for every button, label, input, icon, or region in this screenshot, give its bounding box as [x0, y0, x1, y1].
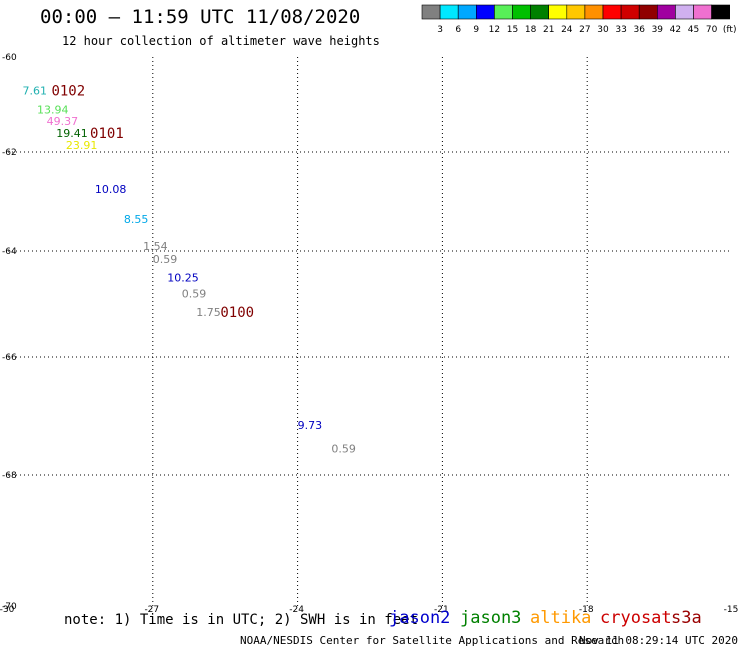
wave-height-point: 7.61: [22, 84, 47, 97]
color-scale-label: 70: [706, 25, 718, 35]
color-scale-label: 6: [455, 25, 461, 35]
y-tick-label: -68: [2, 471, 17, 481]
wave-height-point: 0.59: [182, 287, 207, 300]
legend-altika: altika: [530, 608, 592, 628]
wave-height-point: 0.59: [331, 442, 356, 455]
footer-note: note: 1) Time is in UTC; 2) SWH is in fe…: [64, 612, 419, 628]
wave-height-point: 1.75: [196, 306, 221, 319]
color-scale-label: 39: [652, 25, 664, 35]
color-scale-label: 42: [670, 25, 681, 35]
credit-line: NOAA/NESDIS Center for Satellite Applica…: [240, 634, 625, 647]
color-scale-label: 36: [633, 25, 645, 35]
y-tick-label: -70: [2, 602, 17, 612]
x-tick-label: -27: [144, 605, 159, 615]
y-tick-label: -60: [2, 53, 17, 63]
x-tick-label: -30: [0, 605, 15, 615]
color-scale-label: 15: [507, 25, 518, 35]
wave-height-point: 49.37: [47, 115, 79, 128]
color-scale-label: 12: [489, 25, 500, 35]
legend-jason2: jason2: [389, 608, 451, 628]
color-scale-label: (ft): [723, 25, 737, 35]
wave-height-point: 8.55: [124, 213, 149, 226]
legend-cryosat: cryosat: [600, 608, 672, 628]
time-annotation: 0100: [220, 305, 254, 321]
y-tick-label: -62: [2, 148, 17, 158]
wave-height-point: 1.54: [143, 240, 168, 253]
color-scale-label: 21: [543, 25, 554, 35]
x-tick-label: -18: [579, 605, 594, 615]
wave-height-point: 23.91: [66, 139, 98, 152]
wave-height-point: 10.08: [95, 183, 127, 196]
wave-height-point: 9.73: [298, 419, 323, 432]
time-annotation: 0102: [51, 83, 85, 99]
color-scale-label: 9: [473, 25, 479, 35]
color-scale-label: 3: [437, 25, 443, 35]
page-subtitle: 12 hour collection of altimeter wave hei…: [62, 34, 380, 48]
wave-height-point: 0.59: [153, 253, 178, 266]
page-title: 00:00 – 11:59 UTC 11/08/2020: [40, 6, 361, 28]
color-scale-label: 18: [525, 25, 537, 35]
color-scale-label: 24: [561, 25, 573, 35]
color-swatch: [711, 4, 730, 20]
wave-height-point: 19.41: [56, 127, 87, 140]
wave-height-point: 10.25: [167, 272, 199, 285]
color-scale-label: 33: [615, 25, 626, 35]
legend-s3a: s3a: [671, 608, 702, 628]
color-scale-label: 30: [597, 25, 609, 35]
generation-timestamp: Nov 11 08:29:14 UTC 2020: [579, 634, 738, 647]
y-tick-label: -64: [2, 247, 17, 257]
x-tick-label: -15: [724, 605, 739, 615]
legend-jason3: jason3: [460, 608, 522, 628]
y-tick-label: -66: [2, 353, 17, 363]
wave-height-point: 13.94: [37, 103, 69, 116]
x-tick-label: -24: [289, 605, 304, 615]
time-annotation: 0101: [90, 126, 124, 142]
color-scale-label: 27: [579, 25, 590, 35]
x-tick-label: -21: [434, 605, 449, 615]
color-scale-label: 45: [688, 25, 699, 35]
color-scale-legend: 3 6 9 12 15 18 21 24 27 30 33 36 39 42 45 70 (ft): [421, 4, 737, 35]
